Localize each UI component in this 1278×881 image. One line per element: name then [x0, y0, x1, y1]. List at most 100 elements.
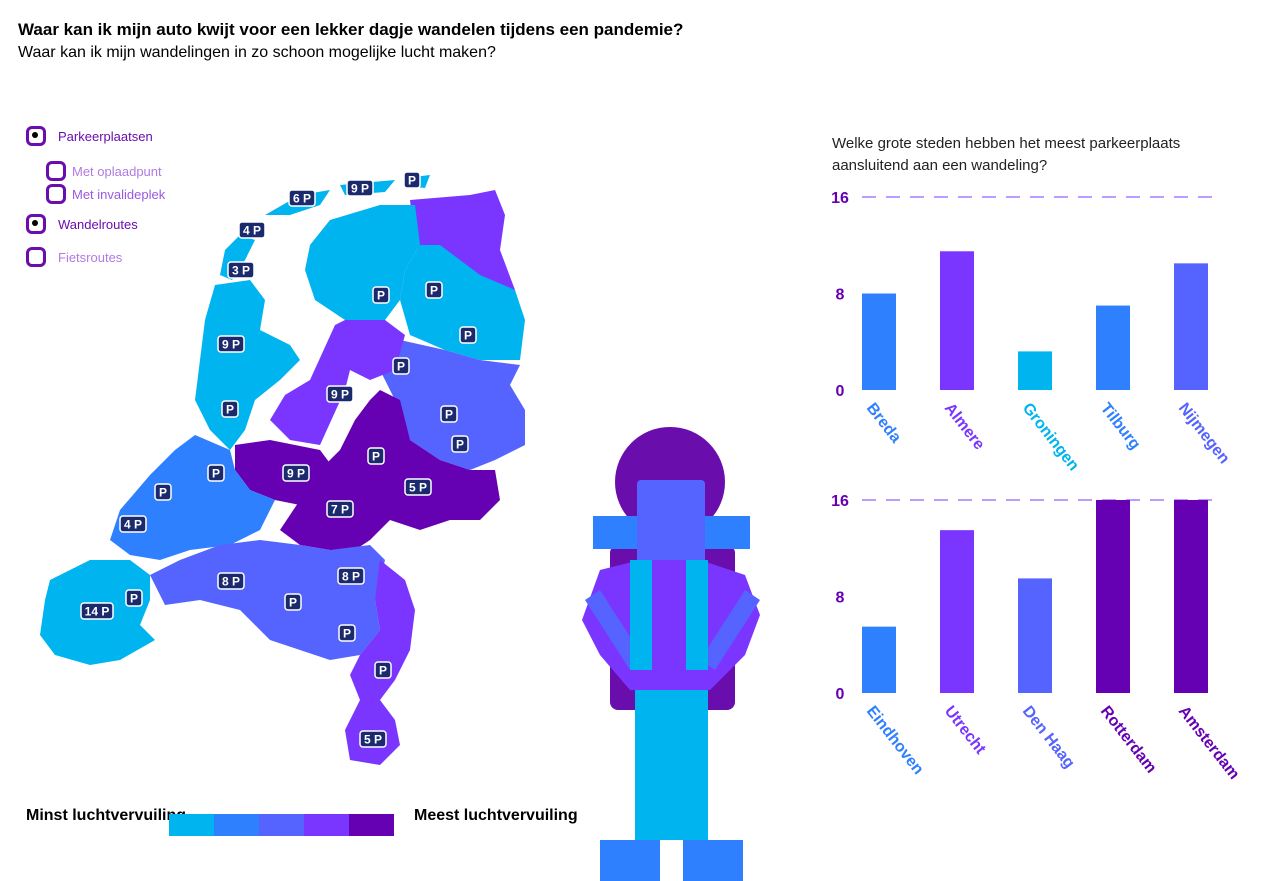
- parking-marker: P: [338, 624, 356, 642]
- scale-low-label: Minst luchtvervuiling: [26, 807, 187, 824]
- parking-marker: 9 P: [326, 385, 354, 403]
- parking-marker: 4 P: [119, 515, 147, 533]
- parking-marker: 8 P: [217, 572, 245, 590]
- parking-marker: P: [367, 447, 385, 465]
- marker-label: 14 P: [85, 605, 110, 619]
- scale-swatch: [304, 814, 349, 836]
- x-tick-label: Den Haag: [1019, 703, 1078, 772]
- marker-label: 7 P: [331, 503, 349, 517]
- marker-label: 8 P: [222, 575, 240, 589]
- bar: [1096, 500, 1130, 693]
- parking-marker: P: [403, 171, 421, 189]
- backpack-strap-right: [686, 560, 708, 670]
- hiker-shoe-right: [683, 840, 743, 881]
- marker-label: P: [159, 486, 167, 500]
- legend-dot-icon: [26, 247, 46, 267]
- marker-label: 5 P: [409, 481, 427, 495]
- legend-dot-icon: [46, 184, 66, 204]
- marker-label: P: [397, 360, 405, 374]
- page-subtitle: Waar kan ik mijn wandelingen in zo schoo…: [18, 44, 496, 61]
- x-tick-label: Rotterdam: [1097, 703, 1160, 777]
- province-overijssel: [380, 340, 525, 470]
- parking-marker: P: [425, 281, 443, 299]
- x-tick-label: Eindhoven: [863, 703, 927, 778]
- parking-marker: P: [451, 435, 469, 453]
- parking-marker: P: [392, 357, 410, 375]
- hiker-face: [637, 480, 705, 575]
- bar: [862, 293, 896, 390]
- x-tick-label: Amsterdam: [1175, 703, 1243, 783]
- bar: [862, 626, 896, 693]
- marker-label: P: [343, 627, 351, 641]
- netherlands-map: 9 P P 6 P 4 P 3 P P P P 9 P P P 9 P P 9 P P 7 P 5 P P P P 4 …: [40, 171, 525, 765]
- marker-label: P: [408, 174, 416, 188]
- parking-marker: P: [440, 405, 458, 423]
- province-flevoland: [270, 320, 405, 445]
- marker-label: 4 P: [243, 224, 261, 238]
- x-tick-label: Nijmegen: [1175, 400, 1233, 467]
- marker-label: P: [456, 438, 464, 452]
- scale-swatch: [349, 814, 394, 836]
- marker-label: 9 P: [351, 182, 369, 196]
- marker-label: 9 P: [331, 388, 349, 402]
- marker-label: P: [226, 403, 234, 417]
- marker-label: 6 P: [293, 192, 311, 206]
- marker-label: 9 P: [222, 338, 240, 352]
- x-tick-label: Tilburg: [1097, 400, 1144, 453]
- hiker-shoe-left: [600, 840, 660, 881]
- province-drenthe: [400, 245, 525, 360]
- hiker-legs: [635, 690, 708, 840]
- province-groningen: [410, 190, 515, 300]
- x-tick-label: Almere: [941, 400, 988, 453]
- marker-label: 4 P: [124, 518, 142, 532]
- parking-marker: P: [374, 661, 392, 679]
- parking-marker: 6 P: [288, 189, 316, 207]
- legend-item-wandelroutes: Wandelroutes: [26, 214, 138, 234]
- legend-item-oplaadpunt: Met oplaadpunt: [46, 161, 162, 181]
- parking-marker: P: [221, 400, 239, 418]
- marker-label: P: [372, 450, 380, 464]
- parking-marker: P: [459, 326, 477, 344]
- province-noord-brabant: [150, 540, 385, 660]
- marker-label: P: [379, 664, 387, 678]
- marker-label: P: [212, 467, 220, 481]
- parking-marker: 9 P: [217, 335, 245, 353]
- parking-marker: P: [372, 286, 390, 304]
- parking-marker: P: [207, 464, 225, 482]
- scale-swatch: [259, 814, 304, 836]
- marker-label: 5 P: [364, 733, 382, 747]
- legend-dot-icon: [26, 214, 46, 234]
- legend-label: Fietsroutes: [58, 249, 123, 265]
- hiker-arm-right: [700, 590, 760, 670]
- bar: [1018, 578, 1052, 693]
- parking-marker: 7 P: [326, 500, 354, 518]
- province-friesland: [305, 205, 420, 320]
- legend-item-fietsroutes: Fietsroutes: [26, 247, 122, 267]
- marker-label: 3 P: [232, 264, 250, 278]
- legend-dot-icon: [26, 126, 46, 146]
- x-tick-label: Breda: [863, 400, 904, 446]
- y-tick-label: 16: [831, 493, 849, 510]
- y-tick-label: 8: [836, 287, 845, 304]
- parking-marker: 9 P: [282, 464, 310, 482]
- legend-label: Met oplaadpunt: [72, 163, 162, 179]
- bar: [1018, 351, 1052, 390]
- parking-marker: 3 P: [227, 261, 255, 279]
- parking-marker: 5 P: [359, 730, 387, 748]
- marker-label: P: [430, 284, 438, 298]
- marker-label: P: [377, 289, 385, 303]
- bar: [1174, 263, 1208, 390]
- parking-marker: P: [154, 483, 172, 501]
- parking-marker: 5 P: [404, 478, 432, 496]
- legend-label: Wandelroutes: [58, 216, 138, 232]
- bar: [1174, 500, 1208, 693]
- parking-marker: P: [125, 589, 143, 607]
- parking-marker: 4 P: [238, 221, 266, 239]
- bar: [940, 251, 974, 390]
- legend-item-parkeerplaatsen: Parkeerplaatsen: [26, 126, 153, 146]
- marker-label: P: [130, 592, 138, 606]
- pollution-scale-bar: [169, 814, 394, 836]
- legend-item-invalideplek: Met invalideplek: [46, 184, 165, 204]
- bar: [1096, 305, 1130, 390]
- marker-label: P: [289, 596, 297, 610]
